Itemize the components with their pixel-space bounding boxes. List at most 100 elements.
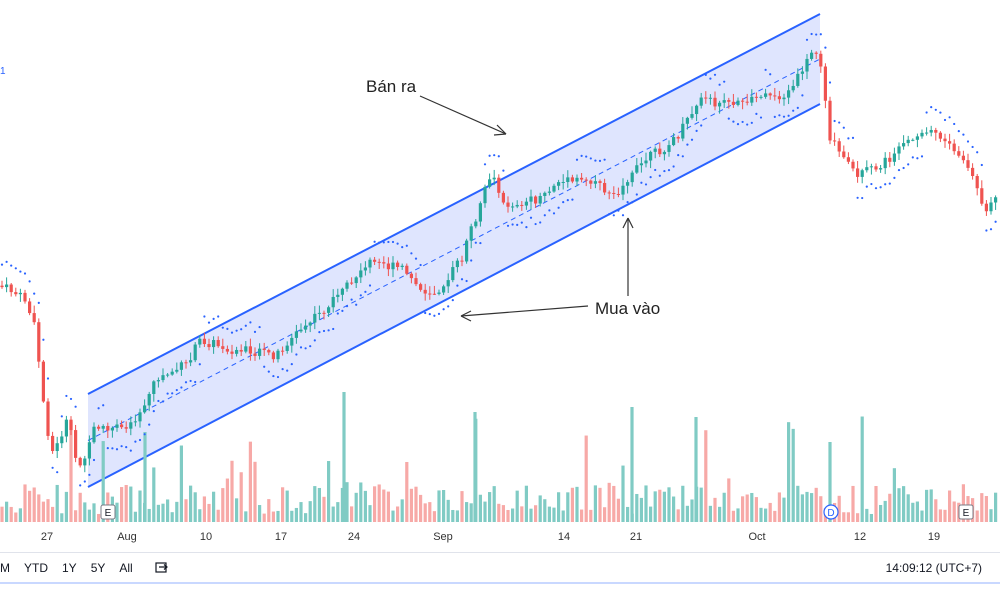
candle-body xyxy=(911,139,915,141)
volume-bar xyxy=(736,508,740,522)
range-button-m[interactable]: M xyxy=(0,561,10,575)
range-button-ytd[interactable]: YTD xyxy=(24,561,48,575)
sar-dot xyxy=(332,327,335,331)
sar-dot xyxy=(603,158,606,161)
volume-bar xyxy=(630,407,634,522)
volume-bar xyxy=(938,509,942,522)
sar-dot xyxy=(585,155,588,158)
sar-dot xyxy=(994,220,997,223)
volume-bar xyxy=(580,509,584,522)
x-tick-label: 17 xyxy=(275,531,287,543)
range-button-1y[interactable]: 1Y xyxy=(62,561,77,575)
sar-dot xyxy=(203,315,206,318)
candle-body xyxy=(649,151,653,161)
candle-body xyxy=(989,202,993,212)
sar-dot xyxy=(368,284,372,287)
candle-body xyxy=(446,280,450,287)
candle-body xyxy=(501,192,505,203)
volume-bar xyxy=(156,504,160,522)
range-button-all[interactable]: All xyxy=(119,561,133,575)
volume-bar xyxy=(473,412,477,522)
candle-body xyxy=(262,348,266,351)
sar-dot xyxy=(663,169,666,173)
candle-body xyxy=(106,425,110,431)
channel-lower-line[interactable] xyxy=(87,103,821,488)
price-chart[interactable]: Bán ra Mua vào 27 Aug 10 17 24 Sep 14 21 Oct 12 19… xyxy=(0,0,1000,552)
candle-body xyxy=(396,262,400,267)
candle-body xyxy=(561,181,565,183)
sar-dot xyxy=(552,212,556,215)
volume-bar xyxy=(694,417,698,522)
volume-bar xyxy=(796,485,800,522)
candle-body xyxy=(603,182,607,193)
x-tick-label: 24 xyxy=(348,531,360,543)
candle-body xyxy=(869,166,873,168)
candle-body xyxy=(74,430,78,458)
candle-body xyxy=(405,265,409,274)
volume-bar xyxy=(166,499,170,522)
sar-dot xyxy=(709,77,712,80)
candle-body xyxy=(409,273,413,279)
x-tick-label: 14 xyxy=(558,531,570,543)
event-marker-e[interactable]: E xyxy=(958,504,974,520)
sar-dot xyxy=(801,94,804,97)
candle-body xyxy=(129,422,133,429)
sar-dot xyxy=(782,115,786,118)
candle-body xyxy=(635,165,639,173)
sar-dot xyxy=(180,386,183,389)
sar-dot xyxy=(562,201,565,204)
volume-bar xyxy=(46,499,50,522)
volume-bar xyxy=(377,484,381,522)
volume-bar xyxy=(253,461,257,522)
volume-bar xyxy=(92,503,96,522)
compare-icon[interactable] xyxy=(155,561,171,575)
sar-dot xyxy=(56,471,59,474)
range-button-5y[interactable]: 5Y xyxy=(90,561,106,575)
channel-upper-line[interactable] xyxy=(87,13,821,395)
volume-bar xyxy=(386,491,390,522)
candle-body xyxy=(667,145,671,152)
volume-bar xyxy=(750,492,754,522)
candle-body xyxy=(483,186,487,204)
candle-body xyxy=(465,240,469,262)
volume-bar xyxy=(952,501,956,522)
candle-body xyxy=(593,181,597,184)
volume-bar xyxy=(649,506,653,522)
candle-body xyxy=(147,393,151,406)
event-marker-d[interactable]: D xyxy=(823,504,839,520)
candle-body xyxy=(892,153,896,162)
sar-dot xyxy=(272,374,275,378)
sar-dot xyxy=(920,155,924,158)
candle-body xyxy=(685,117,689,124)
volume-bar xyxy=(515,490,519,522)
candle-body xyxy=(235,349,239,354)
candle-body xyxy=(354,277,358,284)
candle-body xyxy=(64,419,68,437)
candle-body xyxy=(294,331,298,338)
sar-dot xyxy=(410,252,413,255)
volume-bar xyxy=(327,461,331,522)
candle-body xyxy=(612,192,616,194)
volume-bar xyxy=(906,494,910,522)
volume-bar xyxy=(662,491,666,522)
candle-body xyxy=(800,71,804,74)
sar-dot xyxy=(166,392,169,395)
sar-dot xyxy=(764,68,767,71)
sar-dot xyxy=(654,168,657,172)
event-marker-e[interactable]: E xyxy=(100,504,116,520)
sar-dot xyxy=(520,221,523,224)
volume-bar xyxy=(566,492,570,522)
candle-body xyxy=(584,179,588,181)
volume-bar xyxy=(14,512,18,522)
sar-dot xyxy=(212,317,215,320)
volume-bar xyxy=(115,502,119,522)
sar-dot xyxy=(161,400,165,403)
sar-dot xyxy=(842,126,845,129)
sar-dot xyxy=(884,183,887,186)
sar-dot xyxy=(828,81,832,84)
candle-body xyxy=(672,137,676,146)
sar-dot xyxy=(805,38,809,41)
volume-bar xyxy=(856,513,860,522)
volume-bar xyxy=(524,485,528,522)
candle-body xyxy=(83,458,87,466)
